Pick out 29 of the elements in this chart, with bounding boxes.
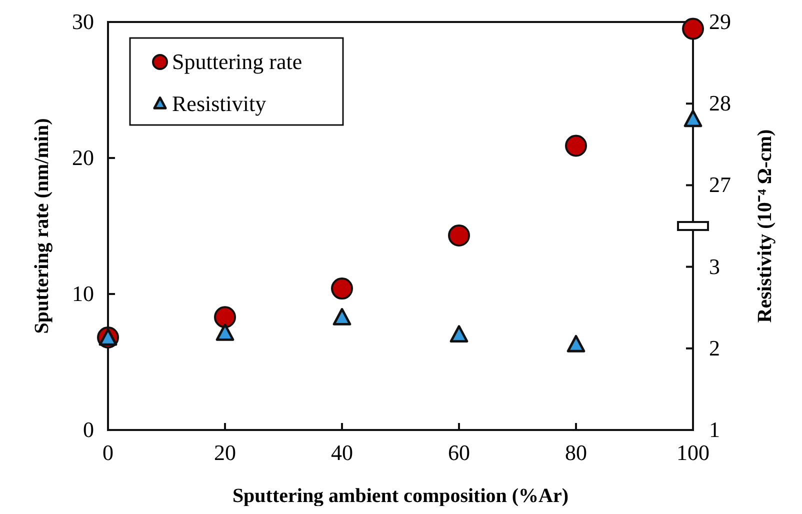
point	[332, 308, 352, 326]
point	[214, 306, 236, 328]
x-tick-label: 80	[565, 440, 587, 465]
x-tick-label: 40	[331, 440, 353, 465]
y-tick-label: 0	[83, 417, 94, 442]
y-axis-title: Sputtering rate (nm/min)	[31, 118, 53, 334]
y3-tick-label: 27	[709, 172, 731, 198]
point	[448, 224, 470, 247]
point	[450, 325, 468, 343]
y-tick-label: 10	[72, 281, 94, 306]
x-tick-label: 20	[214, 440, 236, 465]
y2-tick-label: 3	[709, 254, 720, 279]
y2-tick-label: 2	[709, 335, 720, 360]
point	[331, 278, 353, 300]
x-tick-label: 0	[102, 440, 114, 465]
y-tick-label: 30	[72, 9, 94, 34]
y3-tick-label: 28	[709, 90, 731, 116]
point	[216, 324, 234, 341]
legend-label: Resistivity	[172, 91, 266, 116]
point	[565, 134, 587, 157]
x-tick-label: 60	[448, 440, 470, 465]
point	[682, 18, 704, 40]
x-tick-label: 100	[676, 440, 710, 465]
point	[566, 334, 586, 352]
y2-tick-label: 1	[709, 417, 720, 442]
y-tick-label: 20	[72, 145, 94, 170]
y2-axis-title: Resistivity (10⁻⁴ Ω-cm)	[754, 129, 776, 323]
y3-tick-label: 29	[709, 9, 731, 34]
legend-label: Sputtering rate	[172, 49, 302, 74]
